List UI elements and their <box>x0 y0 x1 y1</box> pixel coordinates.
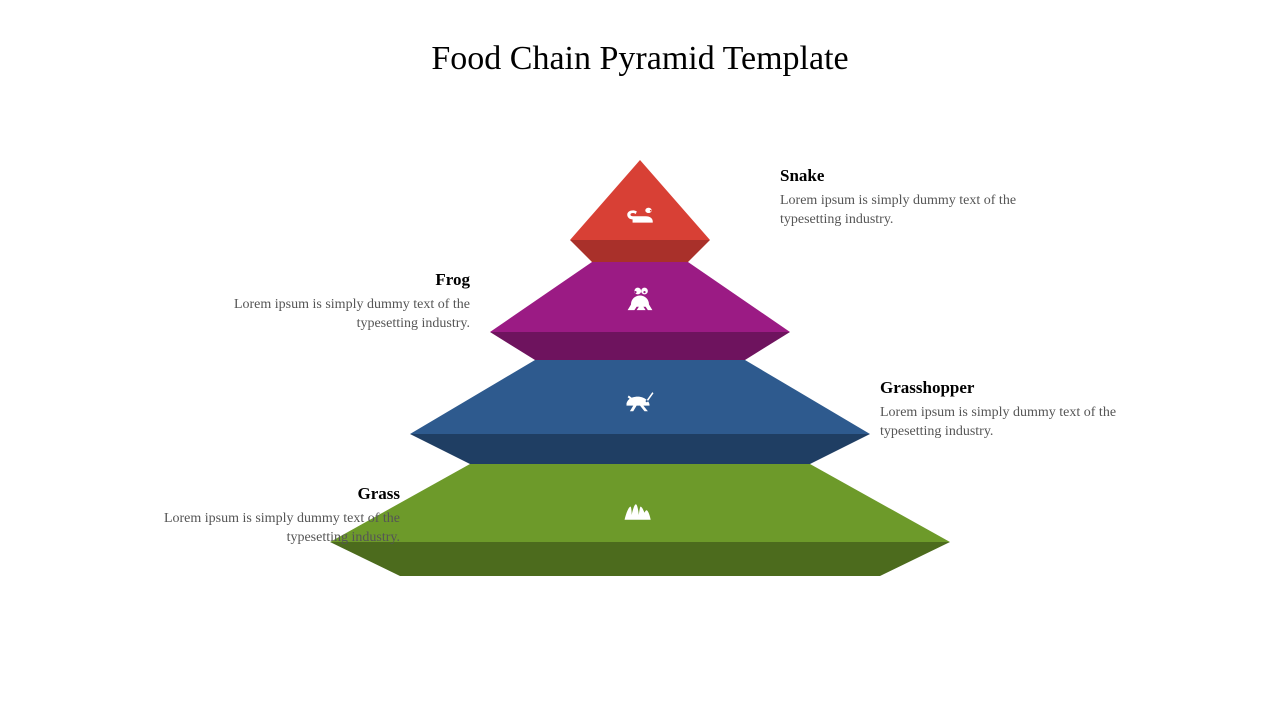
callout-grass: Grass Lorem ipsum is simply dummy text of… <box>110 484 400 548</box>
grass-title: Grass <box>110 484 400 504</box>
frog-desc: Lorem ipsum is simply dummy text of the … <box>180 296 470 334</box>
page-title: Food Chain Pyramid Template <box>0 40 1280 78</box>
grass-icon <box>621 490 659 528</box>
snake-icon <box>623 196 657 230</box>
grasshopper-desc: Lorem ipsum is simply dummy text of the … <box>880 404 1170 442</box>
callout-frog: Frog Lorem ipsum is simply dummy text of … <box>180 270 470 334</box>
frog-shade <box>490 332 790 360</box>
frog-title: Frog <box>180 270 470 290</box>
grass-shade <box>330 542 950 576</box>
snake-title: Snake <box>780 166 1070 186</box>
grasshopper-shade <box>410 434 870 464</box>
grass-desc: Lorem ipsum is simply dummy text of the … <box>110 510 400 548</box>
callout-snake: Snake Lorem ipsum is simply dummy text of… <box>780 166 1070 230</box>
frog-icon <box>622 282 658 318</box>
snake-desc: Lorem ipsum is simply dummy text of the … <box>780 192 1070 230</box>
grasshopper-title: Grasshopper <box>880 378 1170 398</box>
callout-grasshopper: Grasshopper Lorem ipsum is simply dummy t… <box>880 378 1170 442</box>
grasshopper-icon <box>622 382 658 418</box>
snake-shade <box>570 240 710 262</box>
